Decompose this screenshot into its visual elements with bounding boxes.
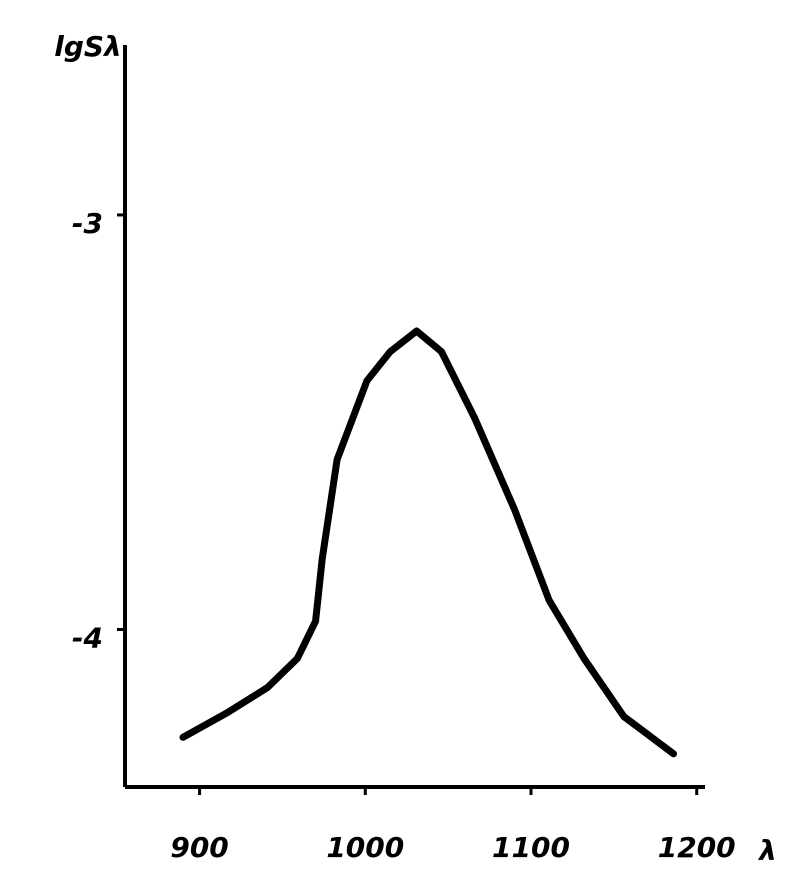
y-axis-label: lgSλ: [54, 30, 122, 63]
x-tick-label: 900: [170, 831, 228, 864]
x-tick-label: 1100: [492, 831, 570, 864]
y-tick-label: -3: [72, 207, 103, 240]
x-tick-label: 1000: [326, 831, 404, 864]
x-tick-label: 1200: [658, 831, 736, 864]
y-tick-label: -4: [72, 621, 103, 654]
x-axis-label: λ: [757, 834, 777, 867]
line: [179, 327, 678, 758]
